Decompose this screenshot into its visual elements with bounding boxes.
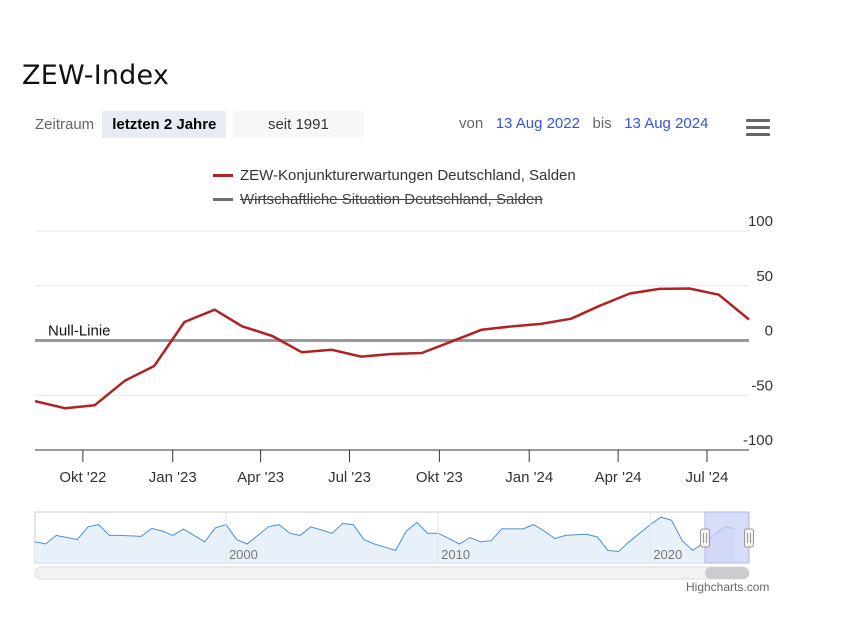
scrollbar-thumb[interactable] [705,567,749,579]
navigator-area [35,517,736,563]
zeitraum-label: Zeitraum [35,116,95,133]
navigator-tick-label: 2010 [441,547,470,562]
legend-item-expectations[interactable]: ZEW-Konjunkturerwartungen Deutschland, S… [213,163,576,187]
x-tick-label: Okt '22 [59,469,106,486]
navigator-handle-body [700,528,710,548]
navigator-selection-mask [704,511,750,564]
y-tick-label: -100 [743,432,773,449]
range-selector: Zeitraum letzten 2 Jahre seit 1991 [35,111,370,138]
credits-link[interactable]: Highcharts.com [686,580,770,594]
scrollbar-track[interactable] [34,566,750,580]
navigator-tick-label: 2020 [653,547,682,562]
navigator-tick-label: 2000 [229,547,258,562]
from-label: von [459,115,484,132]
legend-line-icon [213,173,233,177]
date-range-inputs: von 13 Aug 2022 bis 13 Aug 2024 [459,115,708,132]
hamburger-menu-icon[interactable] [746,119,770,139]
x-tick-label: Jan '24 [505,469,553,486]
legend-item-situation[interactable]: Wirtschaftliche Situation Deutschland, S… [213,187,576,211]
y-tick-label: 100 [748,213,773,230]
legend-label-expectations: ZEW-Konjunkturerwartungen Deutschland, S… [240,166,576,184]
to-date-input[interactable]: 13 Aug 2024 [624,115,709,132]
x-tick-label: Okt '23 [416,469,463,486]
page-title: ZEW-Index [22,60,170,91]
series-line-expectations [34,287,750,410]
navigator-handle[interactable] [744,528,754,548]
range-button-since-1991[interactable]: seit 1991 [233,111,364,138]
x-tick-label: Apr '23 [237,469,284,486]
to-label: bis [592,115,612,132]
y-tick-label: 0 [765,323,773,340]
navigator-handle[interactable] [700,528,710,548]
y-tick-label: 50 [756,268,773,285]
y-tick-label: -50 [751,377,773,394]
x-tick-label: Jul '23 [328,469,371,486]
legend-line-icon [213,197,233,201]
navigator-handle-body [744,528,754,548]
navigator-series-line [34,516,736,553]
legend: ZEW-Konjunkturerwartungen Deutschland, S… [213,163,576,211]
range-button-2-years[interactable]: letzten 2 Jahre [102,111,227,138]
x-tick-label: Apr '24 [595,469,642,486]
zero-line-label: Null-Linie [48,323,111,340]
legend-label-situation: Wirtschaftliche Situation Deutschland, S… [240,190,543,208]
from-date-input[interactable]: 13 Aug 2022 [495,115,580,132]
x-tick-label: Jul '24 [686,469,729,486]
x-tick-label: Jan '23 [149,469,197,486]
